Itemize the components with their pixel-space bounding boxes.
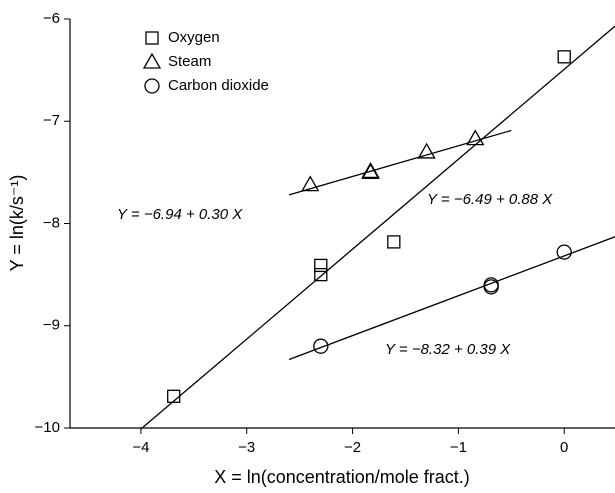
x-tick-label: −3 bbox=[238, 439, 255, 456]
data-point bbox=[483, 279, 499, 295]
y-axis-label: Y = ln(k/s⁻¹) bbox=[7, 175, 27, 272]
fit-equation: Y = −8.32 + 0.39 X bbox=[385, 341, 511, 358]
data-point bbox=[314, 267, 328, 282]
fit-line bbox=[288, 129, 512, 196]
y-tick-label: −6 bbox=[43, 10, 60, 27]
fit-equation: Y = −6.49 + 0.88 X bbox=[427, 191, 553, 208]
fit-line bbox=[288, 236, 615, 361]
fit-line bbox=[140, 25, 615, 430]
data-point bbox=[301, 175, 320, 192]
legend-marker bbox=[142, 52, 162, 69]
data-point bbox=[167, 389, 181, 403]
data-point bbox=[556, 244, 572, 260]
data-point bbox=[314, 258, 328, 273]
data-point bbox=[557, 50, 571, 64]
y-tick-label: −10 bbox=[35, 419, 60, 436]
y-tick-label: −9 bbox=[43, 317, 60, 334]
data-point bbox=[313, 338, 329, 354]
fit-equation: Y = −6.94 + 0.30 X bbox=[117, 206, 243, 223]
x-tick-label: −2 bbox=[344, 439, 361, 456]
legend-marker bbox=[145, 31, 159, 45]
data-point bbox=[387, 235, 401, 249]
x-tick-label: −1 bbox=[450, 439, 467, 456]
y-tick-label: −8 bbox=[43, 214, 60, 231]
x-tick-label: 0 bbox=[560, 439, 568, 456]
y-tick-label: −7 bbox=[43, 112, 60, 129]
x-axis-label: X = ln(concentration/mole fract.) bbox=[214, 467, 470, 487]
data-point bbox=[417, 142, 436, 159]
data-point bbox=[361, 163, 380, 180]
legend-marker bbox=[144, 78, 160, 94]
x-tick-label: −4 bbox=[132, 439, 149, 456]
legend-label: Carbon dioxide bbox=[168, 77, 269, 94]
data-point bbox=[466, 129, 485, 146]
legend-label: Oxygen bbox=[168, 29, 220, 46]
legend-label: Steam bbox=[168, 53, 211, 70]
